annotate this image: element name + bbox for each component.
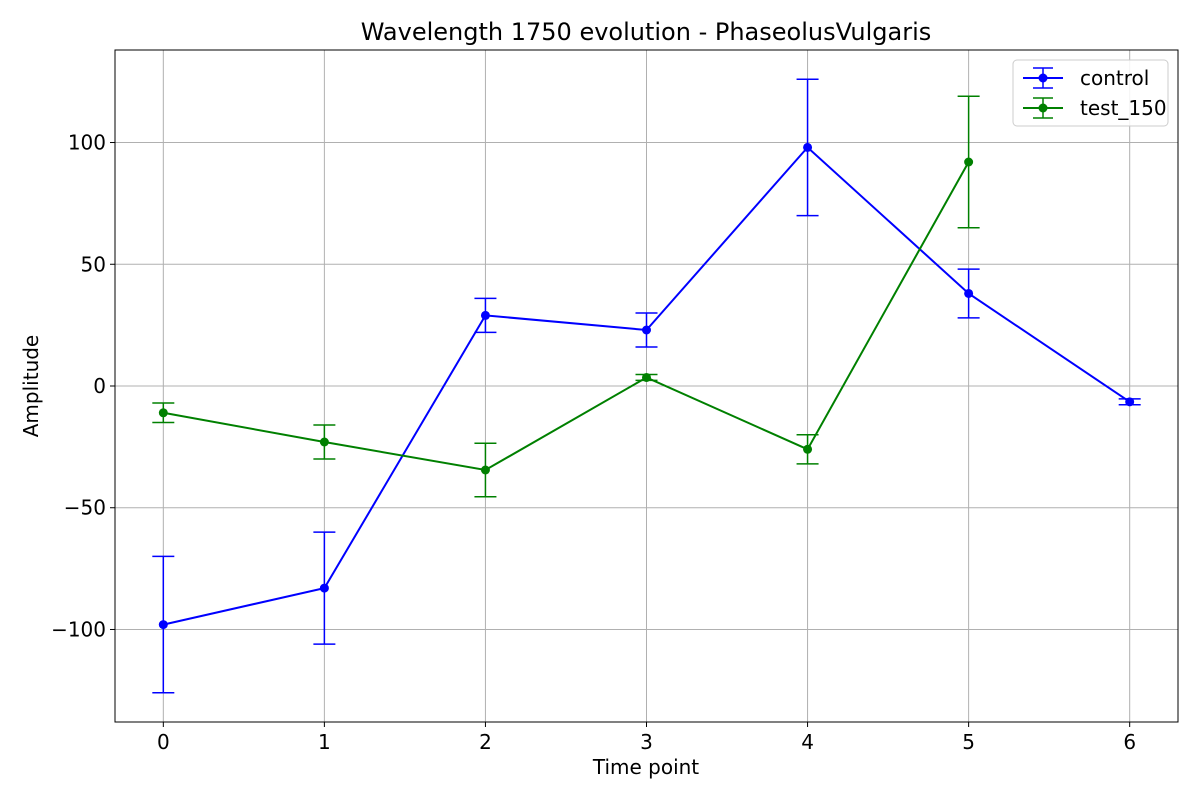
legend-label: control (1080, 66, 1149, 90)
data-point (803, 142, 813, 152)
y-tick-label: 50 (81, 252, 106, 276)
series-test_150 (152, 95, 980, 498)
data-point (319, 437, 329, 447)
y-axis-ticks: −100 −50 0 50 100 (51, 131, 115, 641)
legend-marker (1038, 73, 1048, 83)
data-point (158, 620, 168, 630)
grid (115, 50, 1178, 722)
legend-box (1012, 59, 1169, 127)
data-point (158, 408, 168, 418)
y-tick-label: −100 (51, 617, 106, 641)
y-axis-label: Amplitude (19, 335, 43, 438)
data-point (480, 310, 490, 320)
x-tick-label: 0 (157, 730, 170, 754)
x-tick-label: 4 (801, 730, 814, 754)
data-point (642, 325, 651, 335)
x-tick-label: 3 (640, 730, 653, 754)
series-line-test_150 (163, 161, 970, 472)
x-axis-label: Time point (592, 755, 699, 779)
data-point (319, 583, 329, 593)
data-point (642, 372, 651, 382)
x-tick-label: 6 (1123, 730, 1136, 754)
data-point (964, 157, 974, 167)
y-tick-label: 100 (68, 131, 106, 155)
series-layer (152, 78, 1141, 694)
x-tick-label: 1 (318, 730, 331, 754)
legend-label: test_150 (1080, 96, 1167, 120)
x-tick-label: 2 (479, 730, 492, 754)
data-point (1125, 397, 1135, 407)
chart-title: Wavelength 1750 evolution - PhaseolusVul… (361, 18, 932, 46)
data-point (803, 444, 813, 454)
legend: control test_150 (1012, 59, 1169, 127)
legend-marker (1038, 103, 1048, 113)
x-tick-label: 5 (962, 730, 975, 754)
y-tick-label: 0 (93, 374, 106, 398)
x-axis-ticks: 0 1 2 3 4 5 6 (157, 722, 1136, 754)
data-point (480, 465, 490, 475)
data-point (964, 288, 974, 298)
y-tick-label: −50 (64, 496, 106, 520)
series-control (152, 78, 1141, 694)
